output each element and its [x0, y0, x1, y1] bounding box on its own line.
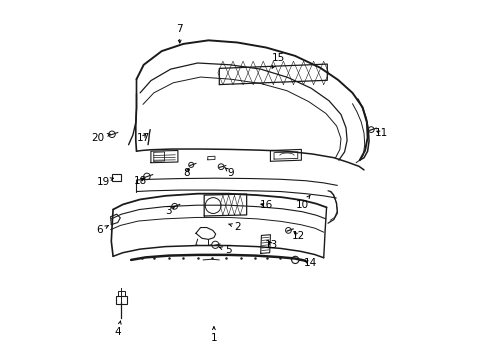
- Text: 12: 12: [291, 231, 305, 241]
- Text: 13: 13: [264, 240, 278, 250]
- Text: 2: 2: [228, 222, 240, 232]
- Bar: [112, 174, 121, 181]
- Text: 5: 5: [219, 245, 231, 255]
- Text: 14: 14: [303, 258, 316, 268]
- Text: 8: 8: [183, 168, 189, 178]
- Text: 11: 11: [374, 128, 387, 138]
- Text: 7: 7: [176, 24, 183, 43]
- Text: 19: 19: [97, 177, 113, 187]
- Text: 17: 17: [136, 132, 149, 143]
- Text: 1: 1: [210, 327, 217, 343]
- Text: 15: 15: [271, 53, 285, 68]
- Text: 4: 4: [114, 321, 121, 337]
- Text: 10: 10: [295, 195, 309, 210]
- Text: 9: 9: [224, 167, 234, 178]
- Bar: [115, 296, 127, 304]
- Text: 18: 18: [133, 176, 146, 186]
- Text: 16: 16: [259, 200, 272, 210]
- Text: 6: 6: [96, 225, 108, 235]
- Bar: [118, 291, 125, 296]
- Text: 3: 3: [165, 206, 175, 216]
- Text: 20: 20: [91, 132, 110, 143]
